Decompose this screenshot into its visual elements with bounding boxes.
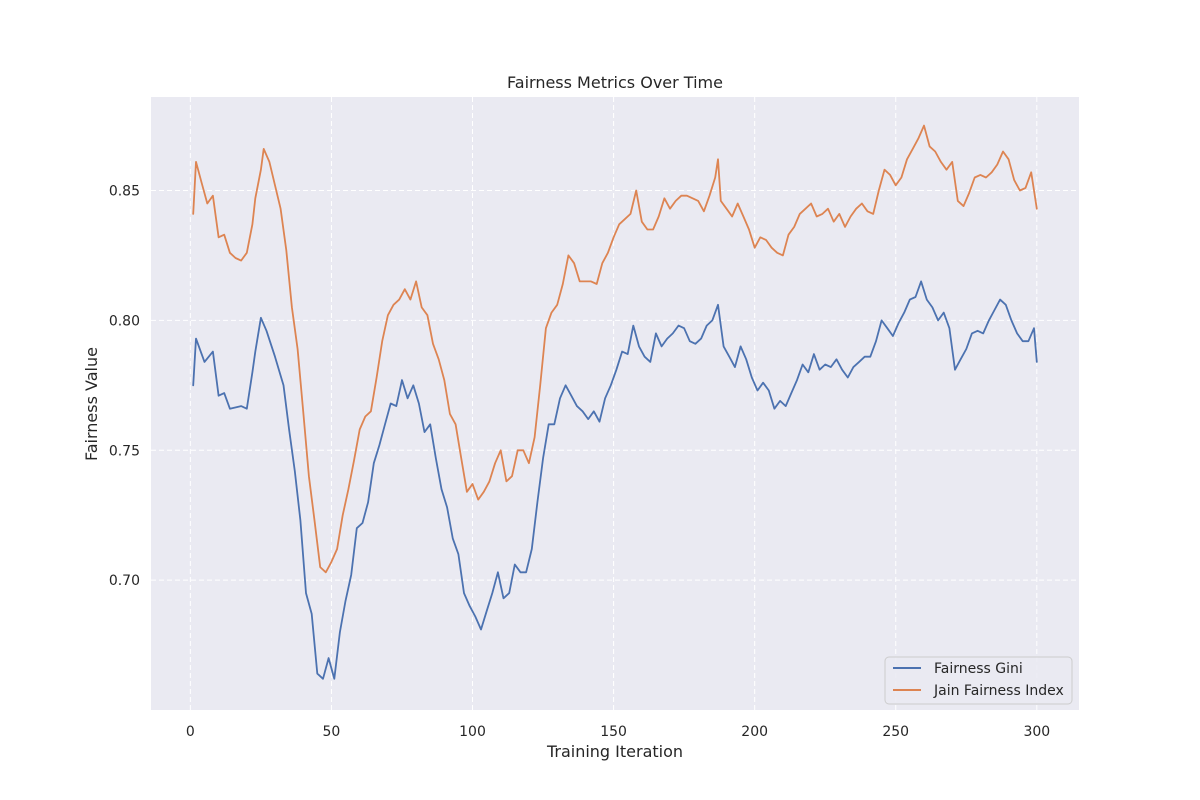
- x-tick-label: 150: [600, 724, 627, 740]
- y-tick-label: 0.75: [109, 443, 140, 459]
- x-tick-label: 0: [186, 724, 195, 740]
- legend: Fairness Gini Jain Fairness Index: [884, 656, 1073, 705]
- y-tick-label: 0.80: [109, 313, 140, 329]
- chart-title: Fairness Metrics Over Time: [507, 73, 723, 92]
- y-axis-label: Fairness Value: [82, 347, 101, 461]
- x-tick-label: 50: [323, 724, 341, 740]
- series-line-fairness-gini: [192, 280, 1038, 680]
- x-tick-label: 200: [741, 724, 768, 740]
- legend-label-jain-fairness-index: Jain Fairness Index: [933, 683, 1064, 699]
- x-tick-label: 100: [459, 724, 486, 740]
- x-tick-label: 300: [1023, 724, 1050, 740]
- legend-label-fairness-gini: Fairness Gini: [934, 661, 1023, 677]
- x-tick-label: 250: [882, 724, 909, 740]
- axis-ticks: 0 50 100 150 200 250 300 0.70 0.75 0.80 0.85: [109, 184, 1050, 740]
- x-axis-label: Training Iteration: [546, 742, 683, 761]
- y-tick-label: 0.85: [109, 184, 140, 200]
- legend-box: [884, 656, 1073, 705]
- plot-area: [151, 97, 1079, 710]
- series-lines: [192, 124, 1038, 680]
- series-line-jain-fairness-index: [192, 124, 1038, 574]
- y-tick-label: 0.70: [109, 573, 140, 589]
